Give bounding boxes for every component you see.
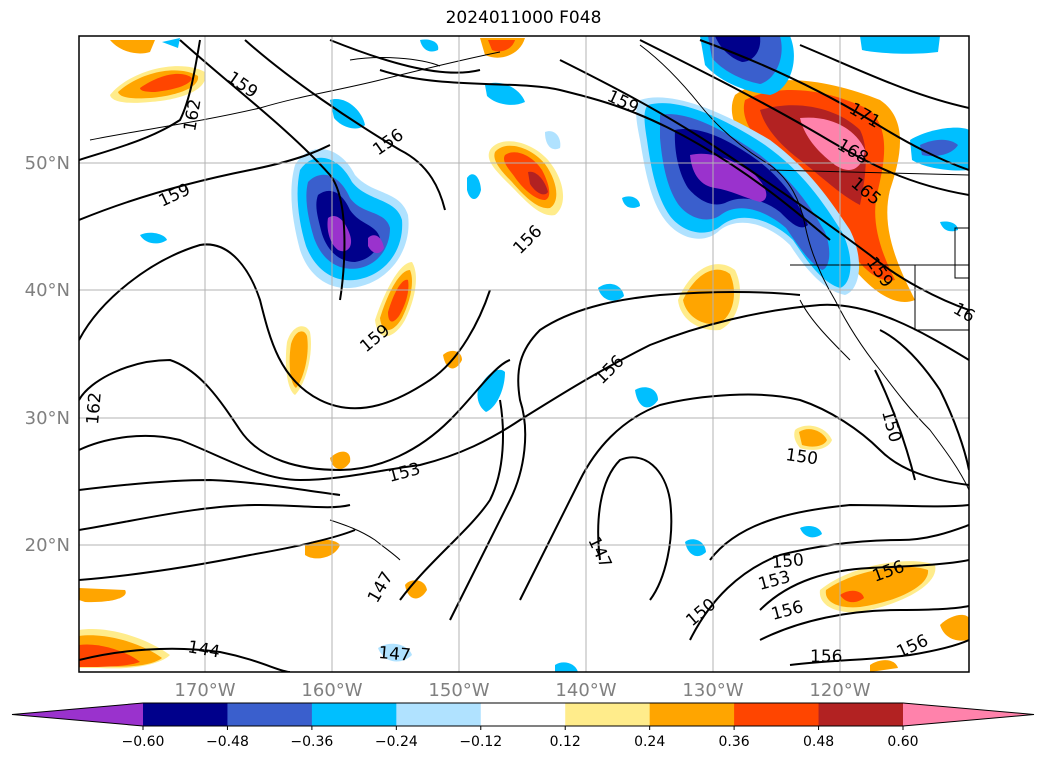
- contour-label: 162: [83, 391, 106, 425]
- colorbar-bin: [734, 703, 820, 726]
- lat-label-20n: 20°N: [25, 535, 70, 556]
- contour-label: 150: [784, 445, 819, 469]
- colorbar: −0.60 −0.48 −0.36 −0.24 −0.12 0.12 0.24 0.36 0.4…: [11, 702, 1035, 750]
- coastlines: [89, 44, 969, 561]
- colorbar-extend-min: [12, 703, 143, 726]
- lat-label-30n: 30°N: [25, 408, 70, 429]
- colorbar-bin: [565, 703, 651, 726]
- gridlines: [79, 36, 969, 672]
- colorbar-tick-label: −0.24: [375, 734, 418, 750]
- contour-label: 156: [810, 647, 842, 667]
- colorbar-bin: [143, 703, 228, 726]
- map-frame: [78, 35, 970, 673]
- colorbar-bin: [818, 703, 904, 726]
- colorbar-tick-label: 0.24: [634, 734, 665, 750]
- height-contours: [79, 39, 969, 672]
- colorbar-bin: [480, 703, 566, 726]
- colorbar-bin: [649, 703, 735, 726]
- lon-label-130w: 130°W: [682, 680, 743, 701]
- colorbar-bin: [311, 703, 397, 726]
- lat-label-50n: 50°N: [25, 153, 70, 174]
- colorbar-tick-label: −0.36: [290, 734, 333, 750]
- lon-label-160w: 160°W: [301, 680, 362, 701]
- colorbar-extend-max: [903, 703, 1034, 726]
- colorbar-tick-label: −0.48: [206, 734, 249, 750]
- colorbar-tick-label: 0.36: [719, 734, 750, 750]
- latitude-axis: 50°N 40°N 30°N 20°N: [25, 153, 70, 556]
- lon-label-140w: 140°W: [555, 680, 616, 701]
- colorbar-tick-label: −0.60: [122, 734, 165, 750]
- lon-label-120w: 120°W: [809, 680, 870, 701]
- colorbar-tick-label: 0.12: [550, 734, 581, 750]
- lon-label-150w: 150°W: [428, 680, 489, 701]
- colorbar-tick-label: 0.48: [803, 734, 834, 750]
- contour-label: 147: [378, 643, 412, 666]
- colorbar-bin: [396, 703, 482, 726]
- lat-label-40n: 40°N: [25, 280, 70, 301]
- shading-positive: [79, 38, 969, 672]
- colorbar-bin: [227, 703, 313, 726]
- colorbar-tick-label: −0.12: [459, 734, 502, 750]
- colorbar-tick-label: 0.60: [887, 734, 918, 750]
- lon-label-170w: 170°W: [174, 680, 235, 701]
- longitude-axis: 170°W 160°W 150°W 140°W 130°W 120°W: [174, 680, 870, 701]
- contour-label: 150: [771, 550, 805, 573]
- map-title: 2024011000 F048: [445, 8, 602, 28]
